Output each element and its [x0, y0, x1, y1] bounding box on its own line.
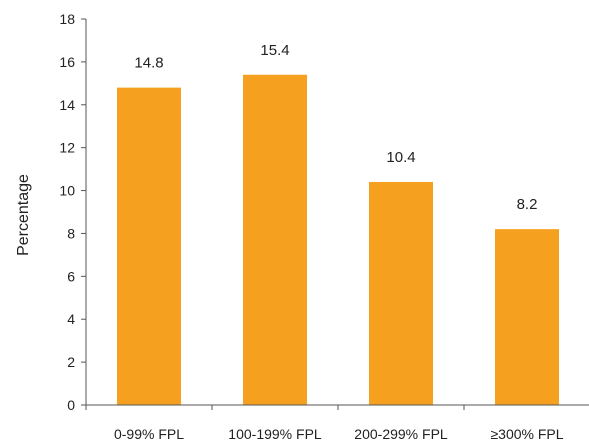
y-tick-label: 16 — [59, 54, 75, 70]
data-label: 10.4 — [386, 149, 415, 166]
x-axis-ticks: 0-99% FPL 100-199% FPL 200-299% FPL ≥300% F… — [85, 405, 564, 442]
y-tick-label: 2 — [67, 354, 75, 370]
y-tick-label: 18 — [59, 11, 75, 27]
y-tick-label: 14 — [59, 97, 75, 113]
bar — [369, 181, 433, 405]
x-tick-label: 0-99% FPL — [114, 426, 184, 442]
bar — [243, 74, 307, 405]
x-tick-label: 200-299% FPL — [354, 426, 448, 442]
y-tick-label: 8 — [67, 225, 75, 241]
x-tick-label: ≥300% FPL — [490, 426, 563, 442]
data-label: 8.2 — [517, 196, 538, 213]
bars — [117, 74, 559, 405]
y-axis-ticks: 0 2 4 6 8 10 12 14 16 18 — [59, 11, 86, 413]
y-axis-title: Percentage — [15, 174, 32, 256]
y-tick-label: 10 — [59, 183, 75, 199]
y-tick-label: 6 — [67, 268, 75, 284]
bar — [495, 229, 559, 405]
bar — [117, 87, 181, 405]
data-label: 14.8 — [134, 55, 163, 72]
y-tick-label: 4 — [67, 311, 75, 327]
y-tick-label: 12 — [59, 140, 75, 156]
x-tick-label: 100-199% FPL — [228, 426, 322, 442]
value-labels: 14.8 15.4 10.4 8.2 — [134, 42, 537, 213]
data-label: 15.4 — [260, 42, 289, 59]
y-tick-label: 0 — [67, 397, 75, 413]
